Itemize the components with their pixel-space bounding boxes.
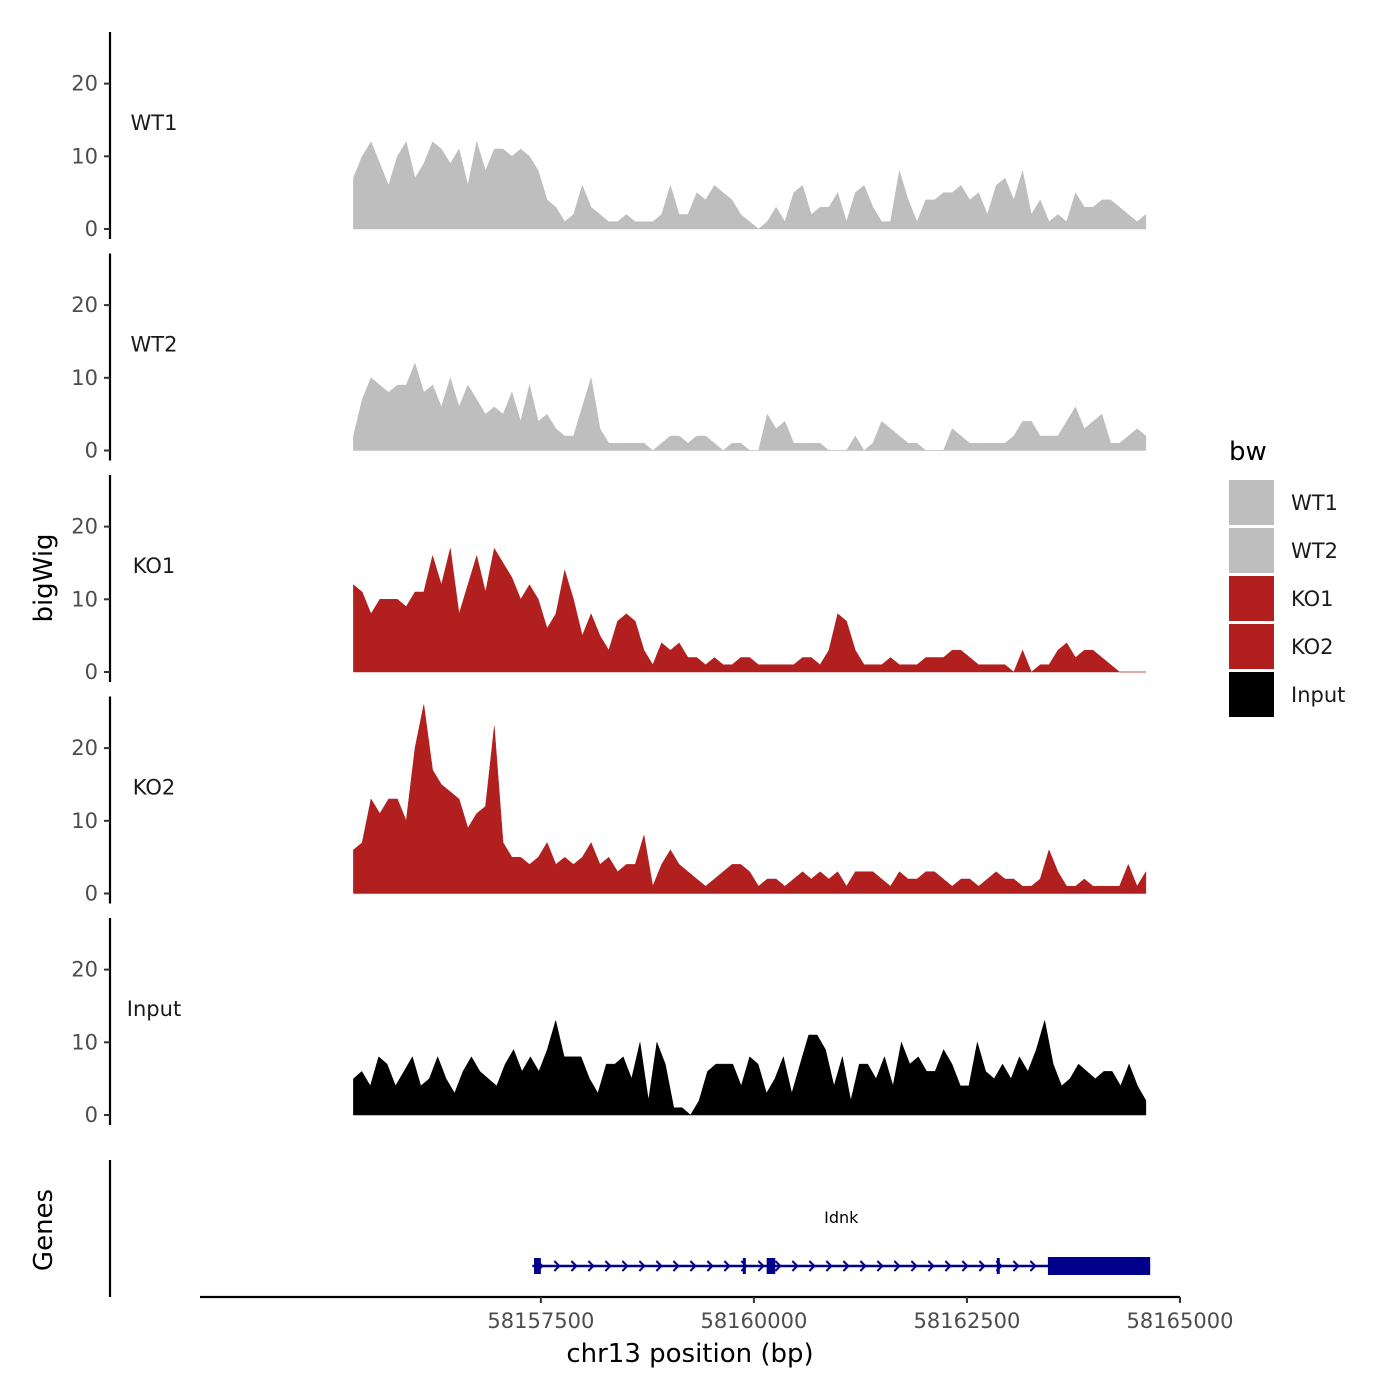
strand-arrow	[706, 1260, 714, 1272]
track-label: KO1	[133, 554, 176, 578]
y-tick-label: 10	[71, 587, 98, 611]
strand-arrow	[621, 1260, 629, 1272]
signal-area-wt2	[353, 363, 1147, 451]
strand-arrow	[655, 1260, 663, 1272]
y-tick-label: 20	[71, 515, 98, 539]
strand-arrow	[1012, 1260, 1020, 1272]
strand-arrow	[553, 1260, 561, 1272]
signal-area-ko1	[353, 548, 1147, 673]
legend-swatch-input	[1229, 672, 1274, 717]
x-axis-title: chr13 position (bp)	[566, 1339, 813, 1369]
strand-arrow	[842, 1260, 850, 1272]
track-label: KO2	[133, 775, 176, 799]
signal-area-ko2	[353, 704, 1147, 894]
track-ko2: 0 10 20 KO2	[71, 696, 1147, 906]
y-tick-label: 10	[71, 144, 98, 168]
y-tick-label: 10	[71, 366, 98, 390]
legend-label: KO2	[1291, 635, 1334, 659]
y-tick-label: 0	[85, 217, 98, 241]
track-wt1: 0 10 20 WT1	[71, 32, 1147, 241]
strand-arrow	[757, 1260, 765, 1272]
y-tick-label: 0	[85, 439, 98, 463]
strand-arrow	[723, 1260, 731, 1272]
track-wt2: 0 10 20 WT2	[71, 253, 1147, 463]
legend-label: WT2	[1291, 539, 1338, 563]
strand-arrow	[587, 1260, 595, 1272]
strand-arrow	[910, 1260, 918, 1272]
strand-arrow	[978, 1260, 986, 1272]
strand-arrow	[961, 1260, 969, 1272]
track-label: Input	[127, 997, 181, 1021]
track-ko1: 0 10 20 KO1	[71, 475, 1147, 684]
legend-swatch-wt2	[1229, 528, 1274, 573]
legend-swatch-ko2	[1229, 624, 1274, 669]
gene-exon	[742, 1258, 746, 1274]
gene-name-label: Idnk	[824, 1208, 859, 1227]
y-tick-label: 20	[71, 958, 98, 982]
strand-arrow	[570, 1260, 578, 1272]
gene-exon	[766, 1258, 776, 1274]
x-tick-label: 58165000	[1127, 1309, 1234, 1333]
gene-exon	[534, 1258, 541, 1274]
y-tick-label: 20	[71, 72, 98, 96]
strand-arrow	[893, 1260, 901, 1272]
signal-area-input	[353, 1020, 1147, 1116]
y-tick-label: 20	[71, 736, 98, 760]
strand-arrow	[791, 1260, 799, 1272]
strand-arrow	[944, 1260, 952, 1272]
strand-arrow	[808, 1260, 816, 1272]
y-tick-label: 0	[85, 1103, 98, 1127]
y-tick-label: 10	[71, 809, 98, 833]
legend-label: WT1	[1291, 491, 1338, 515]
track-input: 0 10 20 Input	[71, 918, 1147, 1127]
strand-arrow	[774, 1260, 782, 1272]
legend-swatch-ko1	[1229, 576, 1274, 621]
gene-exon	[996, 1258, 1000, 1274]
genes-axis-title: Genes	[29, 1189, 59, 1271]
track-label: WT2	[131, 332, 178, 356]
strand-arrow	[859, 1260, 867, 1272]
legend-label: KO1	[1291, 587, 1334, 611]
legend-swatch-wt1	[1229, 480, 1274, 525]
strand-arrow	[825, 1260, 833, 1272]
y-tick-label: 0	[85, 660, 98, 684]
x-axis: 58157500 58160000 58162500 58165000	[200, 1295, 1234, 1333]
y-tick-label: 0	[85, 882, 98, 906]
gene-exon	[1047, 1257, 1151, 1275]
strand-arrow	[638, 1260, 646, 1272]
y-tick-label: 20	[71, 293, 98, 317]
legend: bw WT1 WT2 KO1 KO2 Input	[1229, 437, 1345, 717]
x-tick-label: 58157500	[487, 1309, 594, 1333]
genes-track: Idnk	[108, 1160, 1151, 1297]
bigwig-tracks: 0 10 20 WT1 0 10 20 WT2 0 10 20 KO1 0 10 20 KO2 0 10 20 Inp…	[71, 32, 1147, 1127]
strand-arrow	[672, 1260, 680, 1272]
strand-arrow	[876, 1260, 884, 1272]
strand-arrow	[689, 1260, 697, 1272]
x-tick-label: 58160000	[700, 1309, 807, 1333]
signal-area-wt1	[353, 141, 1147, 230]
track-label: WT1	[131, 111, 178, 135]
y-axis-title: bigWig	[29, 533, 59, 622]
y-tick-label: 10	[71, 1030, 98, 1054]
strand-arrow	[927, 1260, 935, 1272]
strand-arrow	[604, 1260, 612, 1272]
legend-title: bw	[1229, 437, 1267, 467]
legend-label: Input	[1291, 683, 1345, 707]
strand-arrow	[1029, 1260, 1037, 1272]
x-tick-label: 58162500	[914, 1309, 1021, 1333]
